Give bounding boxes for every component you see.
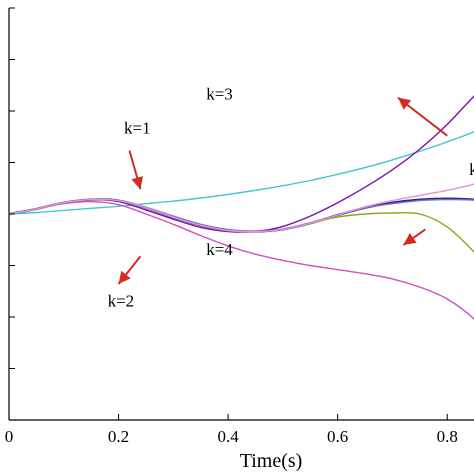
annotation-arrowhead-2 (118, 270, 131, 285)
x-tick-label: 0.6 (327, 427, 348, 446)
annotation-label-2: k=2 (108, 292, 135, 311)
x-tick-label: 0.2 (108, 427, 129, 446)
series-line-2 (8, 198, 474, 232)
series-line-1 (8, 197, 474, 233)
series-line-6 (8, 198, 474, 253)
x-tick-label: 0.4 (217, 427, 239, 446)
annotation-label-1: k=1 (124, 119, 151, 138)
series-line-4 (8, 200, 474, 320)
annotation-label-3: k=3 (206, 85, 233, 104)
series-line-5 (8, 95, 474, 233)
annotation-arrowhead-1 (131, 176, 143, 190)
annotation-label-5: k= (469, 160, 474, 179)
annotation-arrowhead-4 (403, 233, 417, 245)
series-line-3 (8, 131, 474, 215)
annotation-arrowhead-3 (397, 97, 412, 110)
annotation-label-4: k=4 (206, 240, 233, 259)
x-tick-label: 0.8 (437, 427, 458, 446)
series-line-7 (8, 183, 474, 233)
x-axis-title: Time(s) (240, 450, 303, 472)
x-tick-label: 0 (5, 427, 14, 446)
